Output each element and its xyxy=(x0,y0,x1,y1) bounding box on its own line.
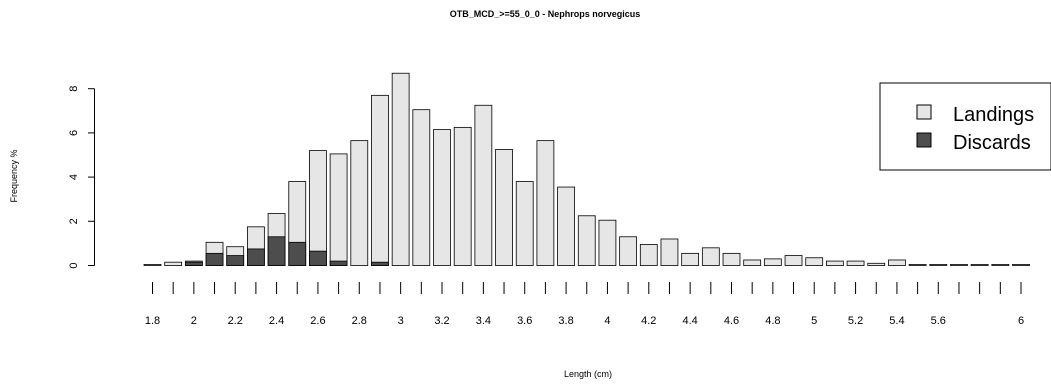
x-tick-label: 2.6 xyxy=(310,315,325,327)
y-axis: 0 2 4 6 8 xyxy=(68,86,95,269)
x-tick-label: 5.2 xyxy=(848,315,863,327)
legend-box xyxy=(879,82,1051,171)
bar-landings xyxy=(701,247,720,266)
bar-landings xyxy=(515,181,534,266)
bar-landings xyxy=(888,259,906,266)
legend-swatch-landings xyxy=(916,104,932,120)
x-tick-label: 3.4 xyxy=(476,315,491,327)
bar-landings xyxy=(143,263,162,266)
legend-swatch-discards xyxy=(916,132,932,148)
x-tick-label: 2.2 xyxy=(228,315,243,327)
legend-label-landings: Landings xyxy=(953,104,1034,126)
bar-landings xyxy=(433,129,451,266)
bar-landings xyxy=(867,262,886,266)
x-tick-label: 5 xyxy=(811,315,817,327)
bar-discards xyxy=(309,250,327,266)
bar-landings xyxy=(309,150,327,266)
bar-landings xyxy=(805,257,824,266)
y-tick-label: 4 xyxy=(68,174,80,180)
bar-landings xyxy=(412,109,431,266)
bar-landings xyxy=(743,259,762,266)
bar-landings xyxy=(846,260,865,266)
x-tick-label: 2.4 xyxy=(269,315,284,327)
bar-landings xyxy=(329,153,348,266)
x-tick-label: 3.6 xyxy=(517,315,532,327)
y-tick-label: 8 xyxy=(68,86,80,92)
x-tick-label: 5.4 xyxy=(889,315,904,327)
bar-landings xyxy=(991,263,1010,266)
bar-discards xyxy=(226,255,245,266)
bar-landings xyxy=(474,104,493,266)
bar-landings xyxy=(536,140,555,266)
y-tick-label: 0 xyxy=(68,262,80,268)
y-axis-label: Frequency % xyxy=(9,149,19,202)
bar-landings xyxy=(164,261,183,266)
x-tick-label: 2.8 xyxy=(352,315,367,327)
legend-label-discards: Discards xyxy=(953,132,1031,154)
bar-landings xyxy=(598,219,617,266)
x-tick-label: 3.8 xyxy=(558,315,573,327)
bar-landings xyxy=(970,263,989,266)
x-tick-label: 3.2 xyxy=(434,315,449,327)
bar-landings xyxy=(826,260,844,266)
legend: Landings Discards xyxy=(879,82,1051,171)
x-axis: 1.8 2 2.2 2.4 2.6 2.8 3 3.2 3.4 3.6 3.8 4 4.2 4.4 4.6 4… xyxy=(145,282,1024,327)
bar-landings xyxy=(577,215,596,266)
x-tick-label: 4.2 xyxy=(641,315,656,327)
bars xyxy=(143,72,1030,266)
x-tick-label: 3 xyxy=(398,315,404,327)
bar-landings xyxy=(660,238,679,266)
bar-landings xyxy=(350,140,369,266)
x-tick-label: 4.6 xyxy=(724,315,739,327)
bar-discards xyxy=(247,248,265,266)
bar-discards xyxy=(371,261,389,266)
bar-discards xyxy=(288,241,307,266)
bar-landings xyxy=(619,236,637,266)
bar-landings xyxy=(681,252,700,266)
bar-landings xyxy=(908,263,927,266)
y-tick-label: 6 xyxy=(68,130,80,136)
x-tick-label: 4 xyxy=(604,315,610,327)
bar-landings xyxy=(371,94,389,266)
bar-discards xyxy=(267,236,286,266)
x-tick-label: 4.4 xyxy=(682,315,697,327)
bar-discards xyxy=(184,261,203,266)
bar-landings xyxy=(784,255,803,266)
bar-landings xyxy=(639,244,658,266)
bar-landings xyxy=(950,263,968,266)
y-tick-label: 2 xyxy=(68,218,80,224)
bar-discards xyxy=(205,252,224,266)
x-tick-label: 6 xyxy=(1018,315,1024,327)
bar-landings xyxy=(557,186,575,266)
bar-landings xyxy=(391,72,410,266)
x-tick-label: 2 xyxy=(191,315,197,327)
x-tick-label: 4.8 xyxy=(765,315,780,327)
bar-landings xyxy=(453,126,472,266)
x-tick-label: 5.6 xyxy=(931,315,946,327)
bar-landings xyxy=(929,263,948,266)
x-axis-label: Length (cm) xyxy=(564,369,612,379)
bar-landings xyxy=(763,258,782,266)
bar-landings xyxy=(722,252,741,266)
x-tick-label: 1.8 xyxy=(145,315,160,327)
bar-discards xyxy=(329,260,348,266)
bar-landings xyxy=(1012,263,1030,266)
bar-landings xyxy=(495,149,513,266)
chart-title: OTB_MCD_>=55_0_0 - Nephrops norvegicus xyxy=(450,9,641,19)
